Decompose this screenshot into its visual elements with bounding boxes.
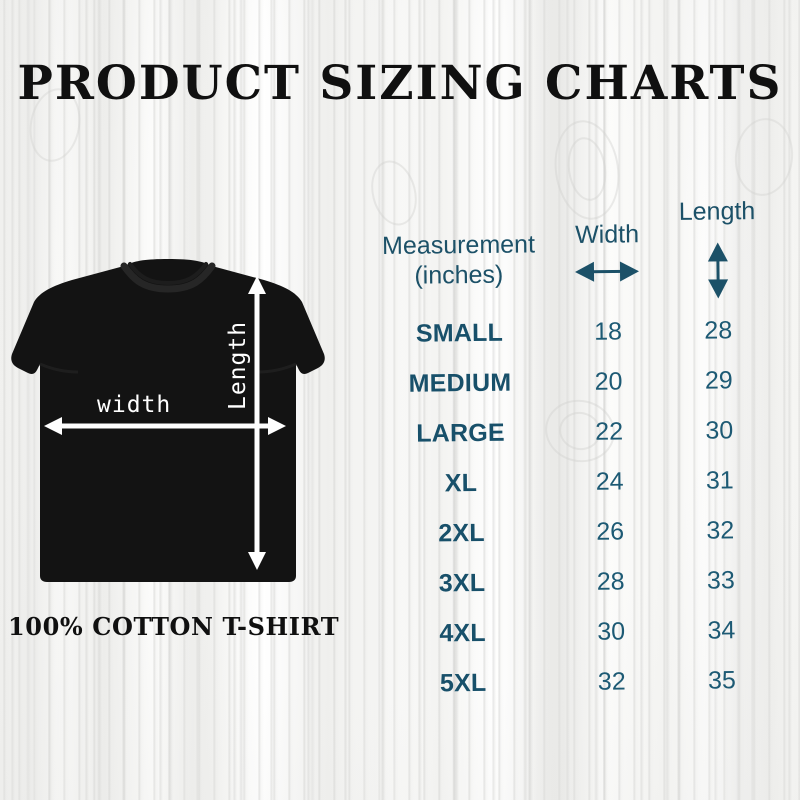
length-value-cell: 30 bbox=[705, 415, 734, 445]
size-label-cell: 2XL bbox=[438, 518, 485, 547]
table-row: 4XL 30 34 bbox=[368, 605, 779, 659]
width-value-cell: 20 bbox=[594, 366, 623, 396]
table-header-row: Measurement (inches) Width bbox=[363, 197, 775, 309]
table-row: 2XL 26 32 bbox=[366, 505, 777, 559]
length-value-cell: 29 bbox=[704, 365, 733, 395]
size-label-cell: 4XL bbox=[439, 618, 486, 647]
length-value-cell: 35 bbox=[707, 665, 736, 695]
length-value-cell: 28 bbox=[704, 315, 733, 345]
header-length: Length bbox=[661, 197, 775, 306]
width-value-cell: 32 bbox=[597, 666, 626, 696]
header-length-label: Length bbox=[678, 197, 756, 226]
size-label-cell: LARGE bbox=[416, 418, 505, 448]
size-label-cell: XL bbox=[444, 468, 478, 497]
width-value-cell: 30 bbox=[597, 616, 626, 646]
length-value-cell: 31 bbox=[705, 465, 734, 495]
tshirt-length-label: Length bbox=[225, 320, 251, 410]
size-label-cell: 5XL bbox=[439, 668, 487, 697]
size-label-cell: SMALL bbox=[415, 318, 504, 348]
length-value-cell: 32 bbox=[706, 515, 735, 545]
size-label-cell: 3XL bbox=[438, 568, 486, 597]
tshirt-right-sleeve-seam bbox=[257, 362, 297, 374]
tshirt-illustration bbox=[11, 259, 325, 582]
length-value-cell: 34 bbox=[707, 615, 736, 645]
width-value-cell: 26 bbox=[596, 516, 625, 546]
length-measure-arrow-icon bbox=[248, 276, 266, 570]
table-row: 3XL 28 33 bbox=[367, 555, 778, 609]
width-value-cell: 22 bbox=[595, 416, 624, 446]
tshirt-left-sleeve-seam bbox=[39, 362, 79, 374]
sizing-table: Measurement (inches) Width bbox=[363, 197, 778, 709]
sizing-table-container: Measurement (inches) Width bbox=[363, 197, 778, 714]
size-label-cell: MEDIUM bbox=[408, 368, 512, 398]
length-value-cell: 33 bbox=[706, 565, 735, 595]
sizing-table-head: Measurement (inches) Width bbox=[363, 197, 775, 309]
sizing-table-body: SMALL 18 28 MEDIUM 20 29 LARGE 22 30 XL 24 31 2XL 26 3… bbox=[364, 305, 778, 709]
horizontal-double-arrow-icon bbox=[554, 260, 662, 290]
tshirt-graphic bbox=[8, 258, 328, 598]
width-value-cell: 18 bbox=[594, 316, 623, 346]
cotton-caption: 100% COTTON T-SHIRT bbox=[8, 612, 340, 641]
header-width-label: Width bbox=[574, 220, 640, 249]
page-title: PRODUCT SIZING CHARTS bbox=[17, 56, 783, 111]
header-measurement-unit: (inches) bbox=[414, 260, 504, 290]
tshirt-collar-inner-icon bbox=[128, 262, 208, 286]
header-measurement: Measurement (inches) bbox=[363, 212, 554, 309]
vertical-double-arrow-icon bbox=[661, 240, 774, 306]
table-row: 5XL 32 35 bbox=[368, 655, 779, 709]
tshirt-collar-icon bbox=[120, 262, 216, 293]
table-row: MEDIUM 20 29 bbox=[365, 355, 776, 409]
table-row: LARGE 22 30 bbox=[365, 405, 776, 459]
table-row: XL 24 31 bbox=[366, 455, 777, 509]
width-value-cell: 24 bbox=[595, 466, 624, 496]
header-width: Width bbox=[553, 211, 662, 307]
tshirt-body-shape bbox=[11, 259, 325, 582]
header-measurement-line1: Measurement bbox=[381, 230, 536, 260]
table-row: SMALL 18 28 bbox=[364, 305, 775, 359]
tshirt-width-label: width bbox=[97, 392, 172, 418]
width-value-cell: 28 bbox=[596, 566, 625, 596]
width-measure-arrow-icon bbox=[44, 417, 286, 435]
